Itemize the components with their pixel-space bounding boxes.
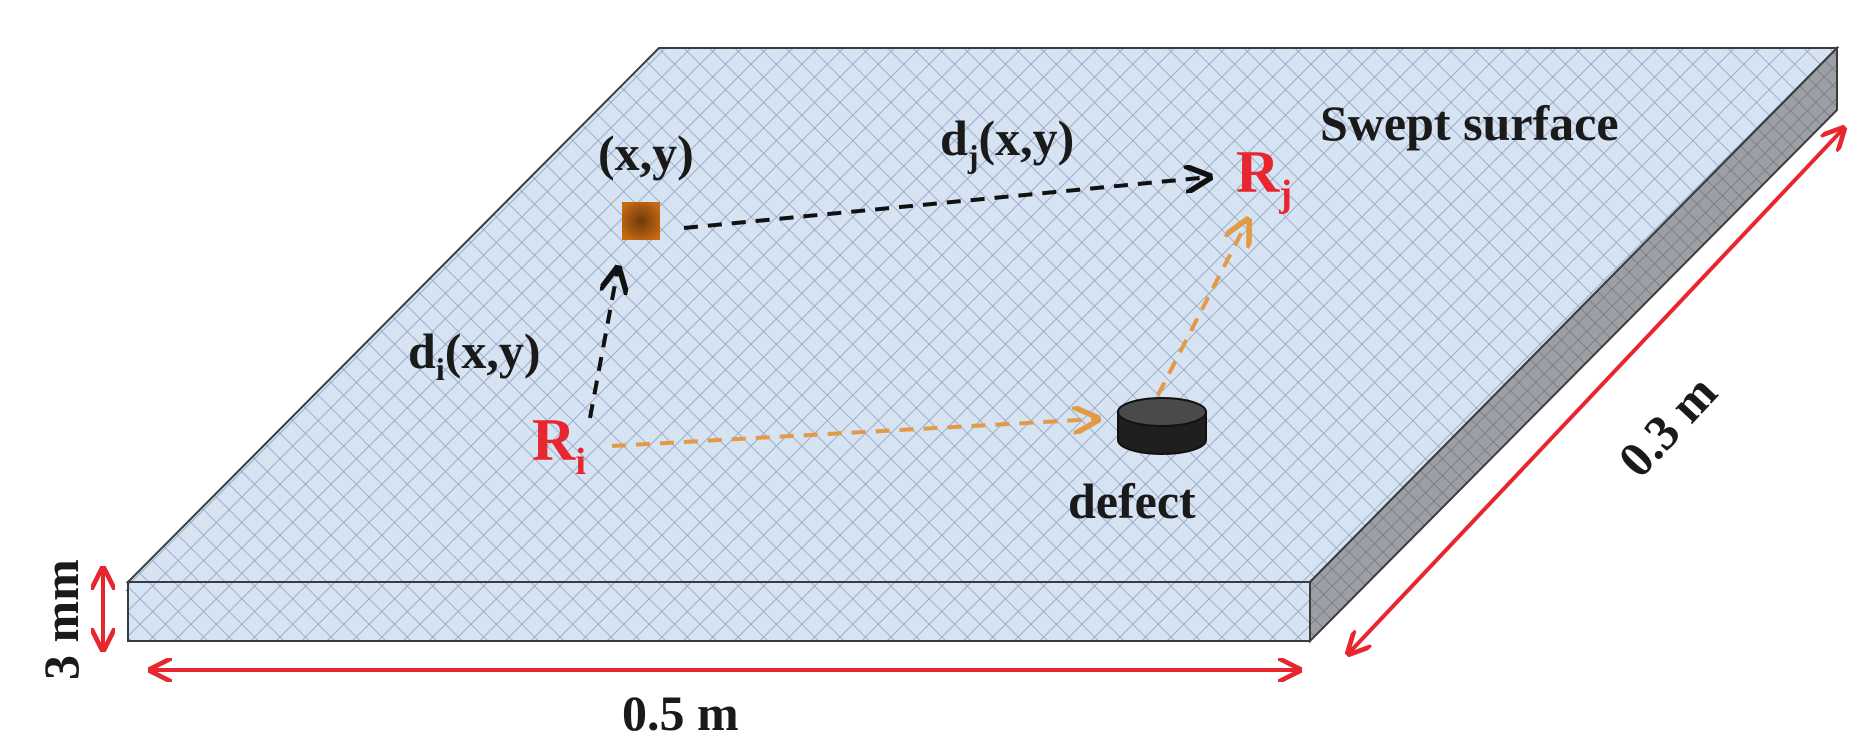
swept-surface-label: Swept surface [1320, 95, 1619, 151]
dimension-length-label: 0.5 m [622, 685, 739, 740]
dimension-thickness-label: 3 mm [33, 559, 89, 680]
sensor-rj-label: Rj [1236, 139, 1292, 215]
path-ri-to-point [588, 268, 618, 419]
dj-label: dj(x,y) [940, 110, 1074, 174]
defect-marker [1117, 397, 1207, 455]
dimension-width-arrow [1348, 128, 1844, 654]
point-label: (x,y) [598, 125, 694, 181]
path-ri-to-defect [611, 419, 1098, 448]
path-defect-to-rj [1156, 220, 1248, 396]
di-label: di(x,y) [408, 323, 541, 387]
path-point-to-rj [683, 177, 1210, 230]
sensor-ri-label: Ri [532, 407, 586, 483]
scan-point-marker [622, 202, 660, 240]
dimension-width-label: 0.3 m [1607, 364, 1728, 488]
defect-label: defect [1068, 473, 1196, 529]
plate-front-side [127, 581, 1311, 642]
